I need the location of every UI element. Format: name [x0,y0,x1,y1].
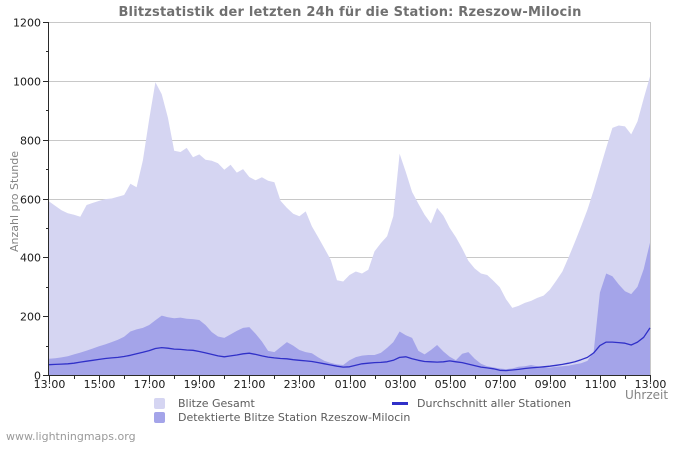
blitze-gesamt-swatch [154,398,165,409]
x-tick-label: 03:00 [385,378,417,391]
detektierte-blitze-area [49,242,650,375]
x-tick-label: 17:00 [134,378,166,391]
legend-label-durchschnitt: Durchschnitt aller Stationen [417,397,572,410]
durchschnitt-line-swatch [392,402,408,405]
legend-item-durchschnitt: Durchschnitt aller Stationen [392,397,571,410]
x-tick-label: 05:00 [435,378,467,391]
x-tick-label: 13:00 [635,378,667,391]
x-tick-label: 11:00 [585,378,617,391]
legend-item-blitze-gesamt: Blitze Gesamt [154,397,255,410]
watermark: www.lightningmaps.org [6,430,136,443]
x-tick-label: 01:00 [335,378,367,391]
y-tick-label: 600 [20,194,41,207]
y-tick-label: 0 [34,370,41,383]
x-tick-label: 23:00 [284,378,316,391]
legend-item-detektierte-blitze: Detektierte Blitze Station Rzeszow-Miloc… [154,411,410,424]
x-tick-label: 09:00 [535,378,567,391]
detektierte-blitze-swatch [154,412,165,423]
blitze-gesamt-area [49,76,650,376]
x-tick-label: 13:00 [34,378,66,391]
y-axis-label: Anzahl pro Stunde [8,150,21,252]
y-tick-label: 1000 [13,76,41,89]
x-axis-label: Uhrzeit [625,388,669,402]
y-tick-label: 800 [20,135,41,148]
chart-title: Blitzstatistik der letzten 24h für die S… [118,5,582,20]
legend-label-blitze-gesamt: Blitze Gesamt [178,397,255,410]
legend-label-detektierte-blitze: Detektierte Blitze Station Rzeszow-Miloc… [178,411,411,424]
x-tick-label: 15:00 [84,378,116,391]
y-tick-label: 400 [20,252,41,265]
x-tick-label: 07:00 [485,378,517,391]
y-tick-label: 200 [20,311,41,324]
y-tick-label: 1200 [13,17,41,30]
x-tick-label: 21:00 [234,378,266,391]
durchschnitt-line [48,327,651,372]
x-tick-label: 19:00 [184,378,216,391]
